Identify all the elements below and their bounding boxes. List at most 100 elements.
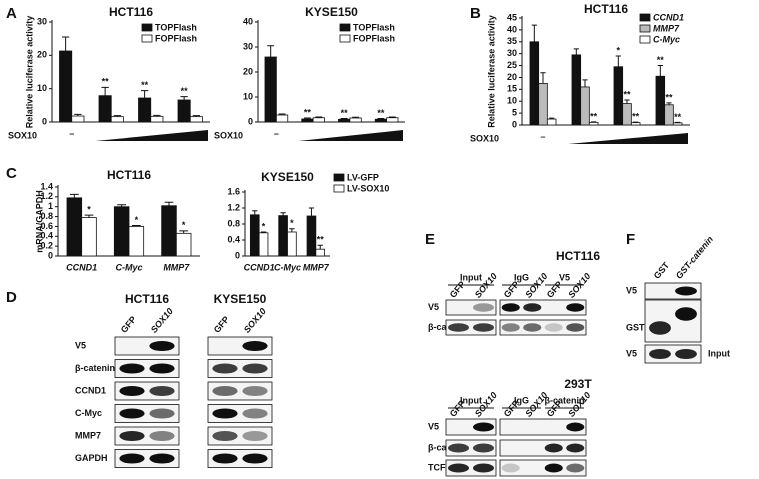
row-label: MMP7: [75, 430, 101, 440]
bar: [630, 122, 641, 126]
x-tick-label: CCND1: [66, 262, 97, 272]
blot-band: [149, 430, 175, 442]
blot-band: [149, 453, 175, 464]
panel-label: B: [470, 5, 481, 22]
significance: **: [674, 112, 682, 122]
y-tick-label: 10: [37, 83, 47, 93]
error-bar: [179, 230, 189, 234]
error-bar: [388, 116, 396, 118]
significance: *: [617, 45, 621, 55]
significance: *: [182, 220, 186, 230]
blot-band: [119, 430, 145, 442]
bar: [301, 118, 314, 123]
blot-frame: [499, 459, 587, 477]
bar: [113, 206, 130, 257]
error-bar: [531, 24, 537, 42]
error-bar: [113, 115, 122, 117]
blot-frame: [644, 299, 702, 343]
panel-label: E: [425, 231, 435, 248]
legend-swatch: [141, 34, 153, 43]
legend-swatch: [639, 13, 651, 22]
blot-band: [473, 443, 494, 453]
legend-swatch: [333, 184, 345, 193]
bar: [349, 117, 362, 123]
blot-band: [566, 323, 585, 332]
legend-label: TOPFlash: [353, 22, 395, 32]
bar: [338, 118, 351, 123]
blot-band: [242, 340, 268, 352]
error-bar: [317, 244, 323, 250]
y-axis-label: Relative luciferase activity: [24, 16, 34, 129]
legend-label: C-Myc: [653, 34, 680, 44]
blot-band: [675, 307, 697, 321]
chart-title: HCT116: [107, 168, 151, 182]
blot-frame: [499, 439, 587, 457]
lane-label: GFP: [212, 314, 232, 335]
error-bar: [377, 118, 385, 120]
lane-label: GST: [652, 260, 672, 281]
y-tick-label: 0: [48, 250, 53, 260]
error-bar: [657, 65, 663, 77]
bar: [613, 66, 624, 126]
blot-frame: [445, 299, 497, 316]
blot-band: [566, 443, 585, 453]
bar: [315, 248, 326, 257]
error-bar: [582, 79, 588, 87]
chart-title: HCT116: [109, 5, 153, 19]
row-label: V5: [428, 302, 439, 312]
significance: *: [135, 215, 139, 225]
blot-band: [473, 323, 494, 332]
blot-band: [649, 348, 671, 360]
blot-band: [212, 430, 238, 442]
chart-title: KYSE150: [305, 5, 358, 19]
significance: *: [262, 221, 266, 231]
significance: **: [665, 92, 673, 102]
bar: [81, 217, 97, 257]
lane-label: GFP: [119, 314, 139, 335]
bar: [258, 232, 269, 257]
error-bar: [573, 48, 579, 55]
y-tick-label: 1.2: [40, 191, 53, 201]
row-label: CCND1: [75, 385, 106, 395]
significance: **: [141, 80, 149, 90]
significance: *: [87, 204, 91, 214]
blot-band: [501, 463, 520, 473]
blot-band: [242, 363, 268, 374]
blot-band: [212, 408, 238, 419]
bar: [664, 104, 674, 126]
blot-band: [242, 430, 268, 442]
error-bar: [153, 114, 161, 117]
blot-band: [501, 303, 520, 312]
significance: **: [657, 55, 665, 65]
significance: **: [341, 108, 349, 118]
blot-band: [149, 385, 175, 397]
legend-swatch: [639, 35, 651, 44]
x-tick-label: C-Myc: [115, 262, 142, 272]
bar: [189, 116, 203, 123]
bar: [98, 95, 112, 123]
row-label: β-catenin: [75, 363, 115, 373]
x-tick-label: MMP7: [303, 262, 330, 272]
panel-label: C: [6, 165, 17, 182]
significance: **: [632, 112, 640, 122]
y-axis-label: mRNA/GAPDH: [34, 190, 44, 253]
error-bar: [192, 115, 201, 117]
lane-label: SOX10: [149, 306, 175, 335]
blot-band: [675, 348, 697, 360]
y-tick-label: 40: [243, 16, 253, 26]
bar: [177, 99, 191, 123]
y-tick-label: 20: [507, 72, 517, 82]
significance: **: [377, 108, 385, 118]
group-label: β-catenin: [545, 395, 585, 405]
error-bar: [69, 193, 79, 198]
blot-frame: [499, 299, 587, 316]
y-tick-label: 30: [37, 16, 47, 26]
y-tick-label: 20: [243, 66, 253, 76]
error-bar: [666, 102, 672, 105]
y-tick-label: 1: [48, 201, 53, 211]
blot-band: [212, 385, 238, 397]
row-note: Input: [708, 348, 730, 358]
blot-band: [242, 408, 268, 419]
panel-label: D: [6, 289, 17, 306]
legend-label: LV-GFP: [347, 172, 379, 182]
